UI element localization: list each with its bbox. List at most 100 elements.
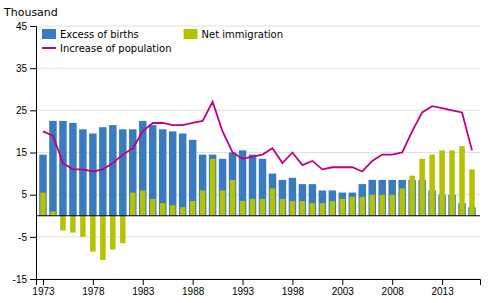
- bar: [209, 155, 216, 216]
- bar: [120, 216, 125, 243]
- bar-series: [40, 146, 475, 260]
- bar: [59, 121, 66, 216]
- bar: [360, 197, 365, 216]
- tick-label: 1998: [282, 286, 305, 297]
- bar: [299, 184, 306, 216]
- bar: [320, 203, 325, 216]
- bar: [199, 155, 206, 216]
- tick: 35: [16, 63, 36, 74]
- tick-label: 5: [21, 189, 27, 200]
- tick-mark: [30, 26, 36, 27]
- y-axis-line: [30, 27, 37, 280]
- tick: 2008: [382, 279, 405, 297]
- legend-label: Excess of births: [60, 29, 139, 40]
- tick: 1978: [82, 279, 105, 297]
- bar: [39, 155, 46, 216]
- bar: [89, 134, 96, 216]
- bar: [280, 199, 285, 216]
- y-axis: -15-5515253545: [13, 21, 37, 285]
- bar: [330, 201, 335, 216]
- tick-mark: [43, 279, 44, 285]
- legend-item: Increase of population: [42, 43, 172, 54]
- bar: [60, 216, 65, 231]
- grid-line: [36, 110, 480, 111]
- legend-label: Net immigration: [202, 29, 284, 40]
- tick-mark: [30, 279, 36, 280]
- bar: [339, 193, 346, 216]
- tick-mark: [30, 68, 36, 69]
- bar: [140, 190, 145, 215]
- bar: [399, 188, 404, 215]
- axis-title: Thousand: [3, 6, 58, 19]
- tick: 1998: [282, 279, 305, 297]
- bar: [300, 201, 305, 216]
- tick-label: 1978: [82, 286, 105, 297]
- tick-label: 45: [16, 21, 28, 32]
- bar: [80, 216, 85, 237]
- tick-mark: [30, 110, 36, 111]
- bar: [329, 190, 336, 215]
- bar: [379, 195, 384, 216]
- bar: [419, 159, 424, 216]
- bar: [388, 180, 395, 216]
- bar: [229, 153, 236, 216]
- bar: [119, 129, 126, 215]
- bar: [169, 131, 176, 215]
- tick-label: 35: [16, 63, 28, 74]
- tick-mark: [93, 279, 94, 285]
- bar: [469, 169, 474, 215]
- bar: [409, 176, 414, 216]
- bar: [259, 159, 266, 216]
- tick-label: 15: [16, 147, 28, 158]
- bar: [130, 193, 135, 216]
- tick-mark: [30, 153, 36, 154]
- bar: [249, 155, 256, 216]
- grid-line: [36, 26, 480, 27]
- bar: [369, 195, 374, 216]
- tick: 1973: [32, 279, 55, 297]
- tick: 5: [21, 189, 36, 200]
- legend-label: Increase of population: [60, 43, 172, 54]
- bar: [289, 178, 296, 216]
- bar: [260, 199, 265, 216]
- bar: [150, 199, 155, 216]
- line: [43, 102, 472, 172]
- bar: [449, 150, 454, 215]
- bar: [149, 125, 156, 216]
- tick-label: -5: [18, 232, 27, 243]
- tick-mark: [30, 237, 36, 238]
- bar: [70, 216, 75, 233]
- tick-mark: [243, 279, 244, 285]
- legend-item: Excess of births: [42, 29, 139, 40]
- bar: [279, 180, 286, 216]
- bar: [179, 134, 186, 216]
- tick: 1983: [132, 279, 155, 297]
- tick-mark: [442, 279, 443, 285]
- tick-mark: [143, 279, 144, 285]
- bar: [239, 150, 246, 215]
- bar: [290, 201, 295, 216]
- tick-label: 25: [16, 105, 28, 116]
- tick: -5: [18, 232, 36, 243]
- baseline: [36, 215, 480, 216]
- bar: [220, 190, 225, 215]
- tick-mark: [292, 279, 293, 285]
- tick-mark: [193, 279, 194, 285]
- tick: 25: [16, 105, 36, 116]
- bar: [359, 184, 366, 216]
- x-axis-line: [37, 280, 481, 286]
- bar: [398, 180, 405, 216]
- bar: [459, 146, 464, 216]
- tick-mark: [392, 279, 393, 285]
- bar: [230, 180, 235, 216]
- tick-label: 2008: [382, 286, 405, 297]
- bar: [40, 193, 45, 216]
- legend-swatch: [42, 29, 56, 39]
- bar: [219, 159, 226, 216]
- tick-label: 1983: [132, 286, 155, 297]
- bar: [340, 199, 345, 216]
- tick-label: 1988: [182, 286, 205, 297]
- plot-area: [36, 102, 480, 260]
- bar: [309, 184, 316, 216]
- legend-swatch: [184, 29, 198, 39]
